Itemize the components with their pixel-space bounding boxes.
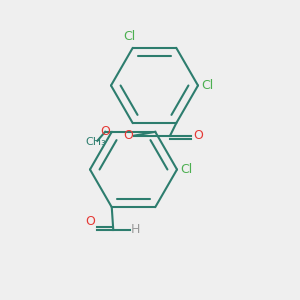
Text: O: O xyxy=(123,129,133,142)
Text: Cl: Cl xyxy=(201,79,213,92)
Text: H: H xyxy=(131,223,141,236)
Text: O: O xyxy=(85,215,95,228)
Text: CH₃: CH₃ xyxy=(85,137,106,147)
Text: O: O xyxy=(100,125,110,138)
Text: Cl: Cl xyxy=(124,30,136,43)
Text: Cl: Cl xyxy=(180,163,192,176)
Text: O: O xyxy=(193,129,203,142)
